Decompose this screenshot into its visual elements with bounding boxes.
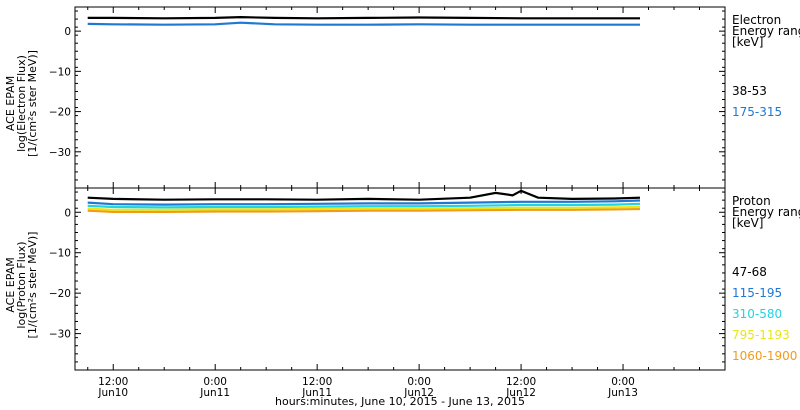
legend-title: [keV] [732, 35, 763, 49]
x-tick-time-label: 12:00 [506, 376, 536, 388]
y-axis-label: ACE EPAM [4, 257, 17, 312]
x-tick-time-label: 0:00 [407, 376, 431, 388]
x-axis-label: hours:minutes, June 10, 2015 - June 13, … [275, 395, 525, 408]
y-tick-label: −10 [49, 248, 71, 260]
y-axis-label: log(Electron Flux) [15, 55, 28, 152]
series-line-175-315 [87, 21, 640, 26]
y-axis-label: [1/(cm²s ster MeV)] [26, 232, 39, 339]
series-line-1060-1900 [87, 207, 641, 213]
series-line-47-68 [87, 189, 641, 201]
legend-title: [keV] [732, 216, 763, 230]
series-line-115-195 [87, 199, 641, 206]
x-tick-time-label: 0:00 [203, 376, 227, 388]
x-tick-time-label: 0:00 [611, 376, 635, 388]
x-tick-date-label: Jun12 [403, 387, 434, 399]
x-tick-date-label: Jun12 [505, 387, 536, 399]
series-line-795-1193 [87, 205, 641, 211]
series-line-310-580 [87, 202, 641, 209]
y-axis-label: log(Proton Flux) [15, 241, 28, 328]
series-line-38-53 [87, 15, 640, 20]
y-axis-label: ACE EPAM [4, 76, 17, 131]
legend-title: Energy range [732, 24, 800, 38]
x-tick-date-label: Jun11 [301, 387, 332, 399]
x-tick-date-label: Jun13 [607, 387, 638, 399]
legend-entry-115-195: 115-195 [732, 286, 782, 300]
legend-title: Electron [732, 13, 781, 27]
x-tick-time-label: 12:00 [98, 376, 128, 388]
legend-title: Proton [732, 194, 771, 208]
x-tick-date-label: Jun11 [199, 387, 230, 399]
y-tick-label: −20 [49, 107, 71, 119]
x-tick-date-label: Jun10 [97, 387, 128, 399]
legend-entry-38-53: 38-53 [732, 84, 767, 98]
y-axis-label: [1/(cm²s ster MeV)] [26, 50, 39, 157]
x-tick-time-label: 12:00 [302, 376, 332, 388]
y-tick-label: −20 [49, 288, 71, 300]
plot-frame [74, 6, 726, 189]
y-tick-label: −30 [49, 147, 71, 159]
legend-entry-795-1193: 795-1193 [732, 328, 790, 342]
legend-entry-1060-1900: 1060-1900 [732, 349, 797, 363]
y-tick-label: 0 [64, 207, 71, 219]
y-tick-label: −10 [49, 66, 71, 78]
y-tick-label: 0 [64, 26, 71, 38]
legend-entry-175-315: 175-315 [732, 105, 782, 119]
legend-title: Energy range [732, 205, 800, 219]
legend-entry-47-68: 47-68 [732, 265, 767, 279]
legend-entry-310-580: 310-580 [732, 307, 782, 321]
plot-frame [74, 187, 726, 371]
y-tick-label: −30 [49, 329, 71, 341]
time-axis: 12:00Jun100:00Jun1112:00Jun110:00Jun1212… [87, 7, 726, 399]
